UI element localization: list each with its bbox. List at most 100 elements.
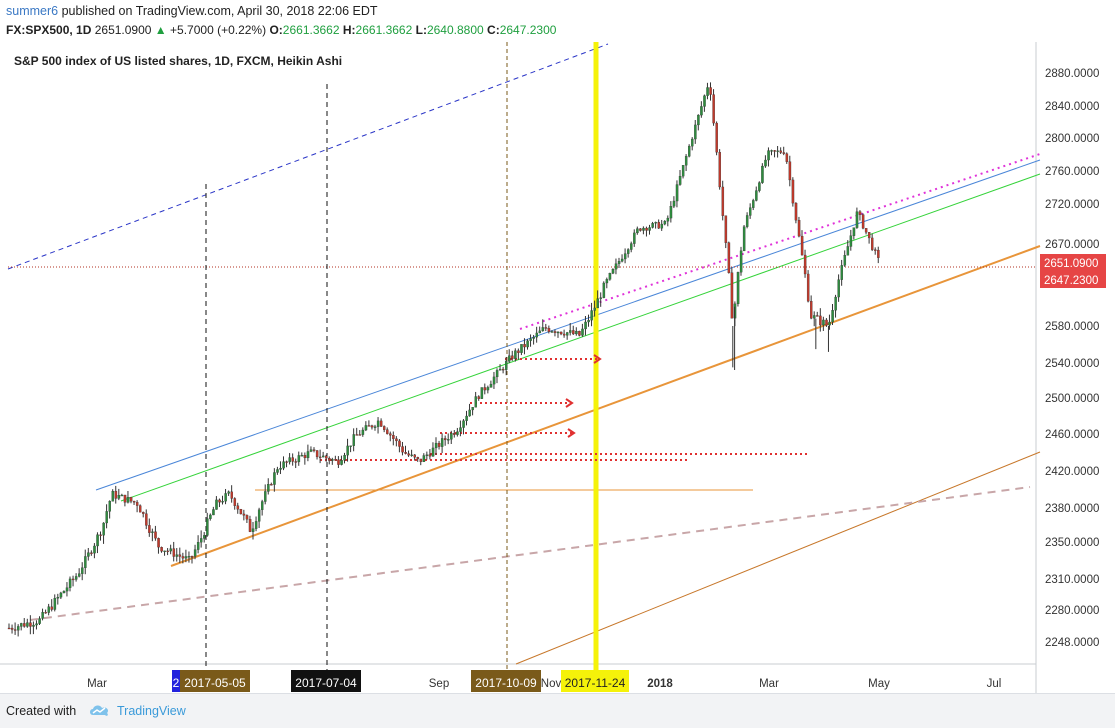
price-axis-label-text: 2651.0900 bbox=[1044, 258, 1098, 270]
candle-body bbox=[203, 535, 206, 539]
candle-body bbox=[251, 528, 255, 532]
orange-trend-line[interactable] bbox=[170, 245, 1041, 567]
date-flag-2017-11-24[interactable] bbox=[561, 670, 629, 692]
author-link[interactable]: summer6 bbox=[6, 4, 59, 18]
blue-trend-line[interactable] bbox=[95, 159, 1041, 491]
candle-body bbox=[636, 228, 639, 234]
candle-body bbox=[501, 368, 505, 371]
magenta-dotted-line[interactable] bbox=[519, 153, 1041, 330]
x-tick-label: 2018 bbox=[647, 678, 673, 690]
candle-body bbox=[132, 501, 136, 503]
red-arrow-lines[interactable] bbox=[320, 354, 808, 461]
candle-body bbox=[264, 491, 267, 502]
candle-body bbox=[68, 578, 72, 588]
candle-body bbox=[151, 531, 154, 533]
candle-body bbox=[504, 361, 508, 370]
candle-body bbox=[447, 439, 450, 441]
candle-body bbox=[59, 592, 63, 598]
candle-body bbox=[874, 249, 877, 251]
candle-body bbox=[544, 327, 548, 329]
candle-body bbox=[453, 433, 456, 435]
lower-brown-trend-line[interactable] bbox=[515, 451, 1041, 665]
candle-body bbox=[32, 624, 35, 627]
candle-body bbox=[404, 452, 407, 454]
candle-body bbox=[514, 350, 517, 359]
candle-body bbox=[221, 501, 224, 503]
candle-body bbox=[465, 415, 468, 421]
candle-body bbox=[291, 457, 294, 462]
candle-body bbox=[752, 200, 755, 208]
date-flag-2017-10-09[interactable] bbox=[471, 670, 541, 692]
candle-body bbox=[401, 446, 404, 453]
candle-body bbox=[267, 484, 270, 492]
candle-body bbox=[654, 221, 657, 224]
candle-body bbox=[764, 159, 767, 167]
candle-body bbox=[703, 95, 706, 107]
candle-body bbox=[599, 297, 603, 299]
price-labels: 2651.0900 2647.2300 bbox=[1040, 254, 1106, 288]
date-flag-extra[interactable] bbox=[172, 670, 181, 692]
candle-body bbox=[233, 498, 237, 506]
candle-body bbox=[108, 501, 112, 512]
candle-body bbox=[306, 451, 310, 459]
candle-body bbox=[111, 490, 115, 502]
candle-body bbox=[419, 458, 423, 462]
candle-body bbox=[791, 179, 795, 204]
candle-body bbox=[630, 243, 633, 250]
candle-body bbox=[648, 227, 651, 231]
candle-body bbox=[331, 459, 334, 461]
candle-body bbox=[758, 182, 761, 191]
candle-body bbox=[142, 512, 145, 514]
green-trend-line[interactable] bbox=[120, 173, 1041, 502]
change-value: +5.7000 (+0.22%) bbox=[170, 23, 267, 37]
date-flag-2017-05-05[interactable] bbox=[180, 670, 250, 692]
candle-body bbox=[105, 511, 108, 524]
y-tick-label: 2460.0000 bbox=[1045, 429, 1099, 441]
candle-body bbox=[276, 469, 279, 473]
candle-body bbox=[477, 396, 481, 399]
price-chart[interactable]: S&P 500 index of US listed shares, 1D, F… bbox=[0, 42, 1115, 693]
chart-header: summer6 published on TradingView.com, Ap… bbox=[0, 0, 1115, 42]
candle-body bbox=[35, 623, 38, 626]
candle-body bbox=[90, 552, 93, 554]
candle-body bbox=[697, 114, 700, 126]
symbol-label: FX:SPX500, 1D bbox=[6, 23, 92, 37]
candle-body bbox=[739, 250, 743, 273]
candle-body bbox=[315, 450, 319, 458]
candle-body bbox=[694, 124, 697, 140]
candle-body bbox=[367, 425, 371, 427]
tradingview-brand-link[interactable]: TradingView bbox=[117, 704, 186, 718]
candle-body bbox=[434, 442, 438, 449]
candle-body bbox=[212, 509, 215, 516]
candle-body bbox=[828, 321, 831, 326]
y-tick-label: 2310.0000 bbox=[1045, 574, 1099, 586]
candle-body bbox=[126, 497, 130, 503]
candle-body bbox=[745, 215, 749, 227]
candle-body bbox=[392, 435, 395, 439]
candle-body bbox=[660, 223, 664, 229]
candle-body bbox=[749, 207, 752, 216]
candle-body bbox=[846, 246, 850, 256]
candle-body bbox=[535, 332, 539, 338]
candle-body bbox=[794, 202, 798, 221]
candle-body bbox=[779, 150, 783, 153]
candle-body bbox=[675, 184, 679, 202]
x-tick-label: Sep bbox=[429, 678, 449, 690]
candle-body bbox=[138, 505, 142, 513]
candle-body bbox=[196, 542, 200, 550]
candle-body bbox=[614, 263, 618, 270]
date-flag-2017-07-04[interactable] bbox=[291, 670, 361, 692]
candle-body bbox=[840, 265, 844, 280]
candle-body bbox=[172, 548, 176, 557]
candle-body bbox=[785, 153, 789, 162]
candle-body bbox=[593, 307, 596, 311]
y-tick-label: 2380.0000 bbox=[1045, 503, 1099, 515]
candle-body bbox=[669, 206, 673, 219]
chart-title: S&P 500 index of US listed shares, 1D, F… bbox=[14, 54, 342, 68]
pink-dashed-trend-line[interactable] bbox=[29, 486, 1031, 621]
low-label: L: bbox=[415, 23, 427, 37]
candle-body bbox=[343, 454, 346, 461]
tradingview-cloud-icon[interactable] bbox=[88, 702, 112, 718]
upper-dashed-channel-line[interactable] bbox=[7, 43, 609, 270]
candle-body bbox=[178, 554, 182, 557]
